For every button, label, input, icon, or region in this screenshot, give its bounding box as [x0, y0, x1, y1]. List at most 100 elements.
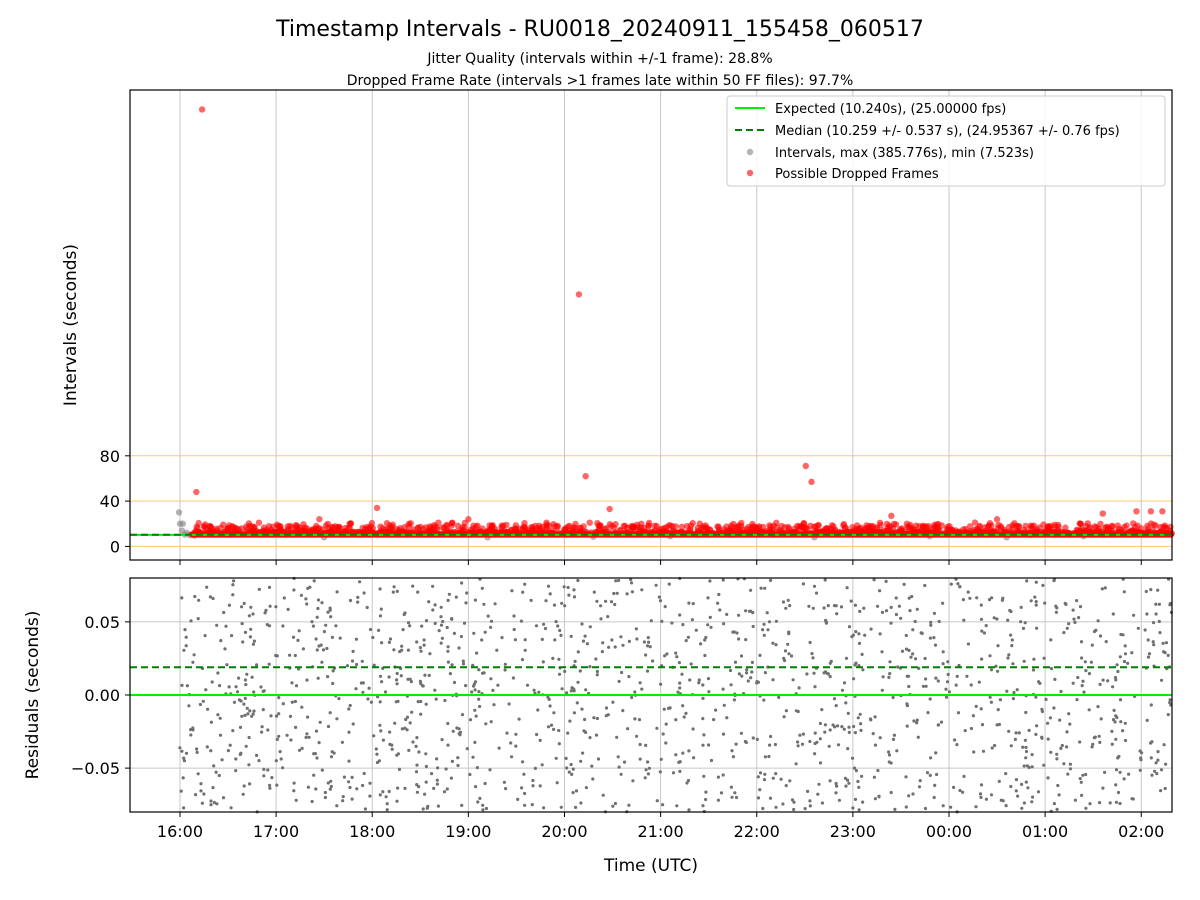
residual-point	[547, 697, 551, 702]
residual-point	[237, 676, 241, 680]
residual-point	[1034, 580, 1038, 584]
residual-point	[1157, 602, 1161, 606]
residual-point	[888, 672, 892, 676]
residual-point	[702, 733, 706, 737]
residual-point	[384, 795, 388, 799]
residual-point	[531, 784, 535, 788]
residual-point	[182, 648, 186, 652]
residual-point	[1113, 675, 1118, 680]
residual-point	[1136, 626, 1140, 630]
residual-point	[978, 792, 983, 796]
residual-point	[749, 676, 753, 680]
residual-point	[941, 650, 945, 654]
residual-point	[291, 635, 296, 639]
residual-point	[435, 778, 439, 782]
residual-point	[909, 655, 913, 659]
residual-point	[846, 747, 850, 751]
residual-point	[691, 727, 695, 731]
residual-point	[1168, 603, 1172, 607]
residual-point	[481, 808, 485, 812]
residual-point	[464, 601, 468, 605]
residual-point	[439, 605, 443, 609]
intervals-x-ticks	[179, 560, 1142, 565]
residual-point	[292, 789, 296, 793]
residual-point	[880, 688, 884, 692]
residual-point	[212, 764, 216, 768]
dropped-frame-point	[532, 522, 539, 530]
residual-point	[1059, 746, 1063, 751]
residual-point	[729, 683, 733, 687]
dropped-frame-outlier	[808, 478, 815, 486]
residual-point	[647, 766, 652, 770]
residual-point	[1040, 736, 1044, 740]
residual-point	[1150, 740, 1154, 744]
residual-point	[354, 637, 358, 641]
residual-point	[912, 719, 916, 723]
dropped-frame-point	[862, 525, 869, 532]
residual-point	[297, 629, 301, 633]
dropped-frame-point	[889, 525, 897, 532]
residual-point	[248, 782, 252, 786]
dropped-frame-point	[448, 519, 455, 527]
legend-dropped-swatch	[746, 169, 754, 177]
residual-point	[771, 641, 775, 645]
residual-point	[606, 615, 610, 619]
residual-point	[299, 593, 303, 597]
residual-point	[195, 750, 199, 755]
residual-point	[458, 733, 462, 737]
residual-point	[1132, 613, 1136, 617]
residual-point	[635, 637, 639, 641]
residual-point	[192, 653, 196, 657]
dropped-frame-outlier	[465, 516, 472, 523]
residual-point	[946, 660, 950, 664]
residual-point	[182, 759, 186, 763]
residual-point	[482, 671, 486, 675]
residual-point	[729, 785, 734, 789]
residual-point	[564, 756, 568, 761]
intervals-reference-lines	[130, 455, 1172, 547]
intervals-ytick-label: 0	[110, 537, 120, 556]
residual-point	[1099, 717, 1103, 721]
residual-point	[811, 656, 815, 660]
dropped-frame-outlier	[316, 516, 323, 523]
residual-point	[823, 578, 827, 582]
residual-point	[687, 808, 691, 812]
residual-point	[1091, 742, 1095, 746]
residual-point	[701, 683, 705, 687]
residual-point	[755, 737, 759, 742]
residual-point	[887, 675, 891, 680]
residual-point	[231, 729, 235, 733]
residual-point	[797, 686, 801, 690]
residual-point	[1075, 698, 1079, 702]
residual-point	[546, 584, 551, 588]
residual-point	[308, 585, 312, 589]
dropped-frame-outlier	[993, 516, 1001, 523]
residual-point	[962, 774, 966, 779]
residual-point	[808, 799, 812, 803]
residual-point	[661, 732, 665, 736]
dropped-frame-point	[703, 524, 710, 532]
residual-point	[740, 674, 744, 678]
dropped-frame-point	[1147, 520, 1155, 527]
residuals-xtick-label: 23:00	[830, 822, 876, 841]
residual-point	[277, 712, 281, 716]
residual-point	[810, 652, 814, 656]
residual-point	[820, 708, 824, 712]
residual-point	[826, 672, 831, 676]
residual-point	[450, 617, 454, 621]
residual-point	[209, 749, 213, 753]
residual-point	[1081, 679, 1085, 683]
residual-point	[250, 675, 254, 679]
residual-point	[719, 791, 724, 795]
residual-point	[226, 749, 230, 753]
residual-point	[674, 651, 678, 655]
residual-point	[915, 721, 919, 725]
residual-point	[492, 703, 496, 707]
residual-point	[240, 622, 244, 626]
residual-point	[372, 734, 376, 738]
residual-point	[294, 684, 299, 688]
residual-point	[418, 646, 422, 650]
residual-point	[1055, 757, 1059, 761]
residual-point	[756, 775, 760, 779]
